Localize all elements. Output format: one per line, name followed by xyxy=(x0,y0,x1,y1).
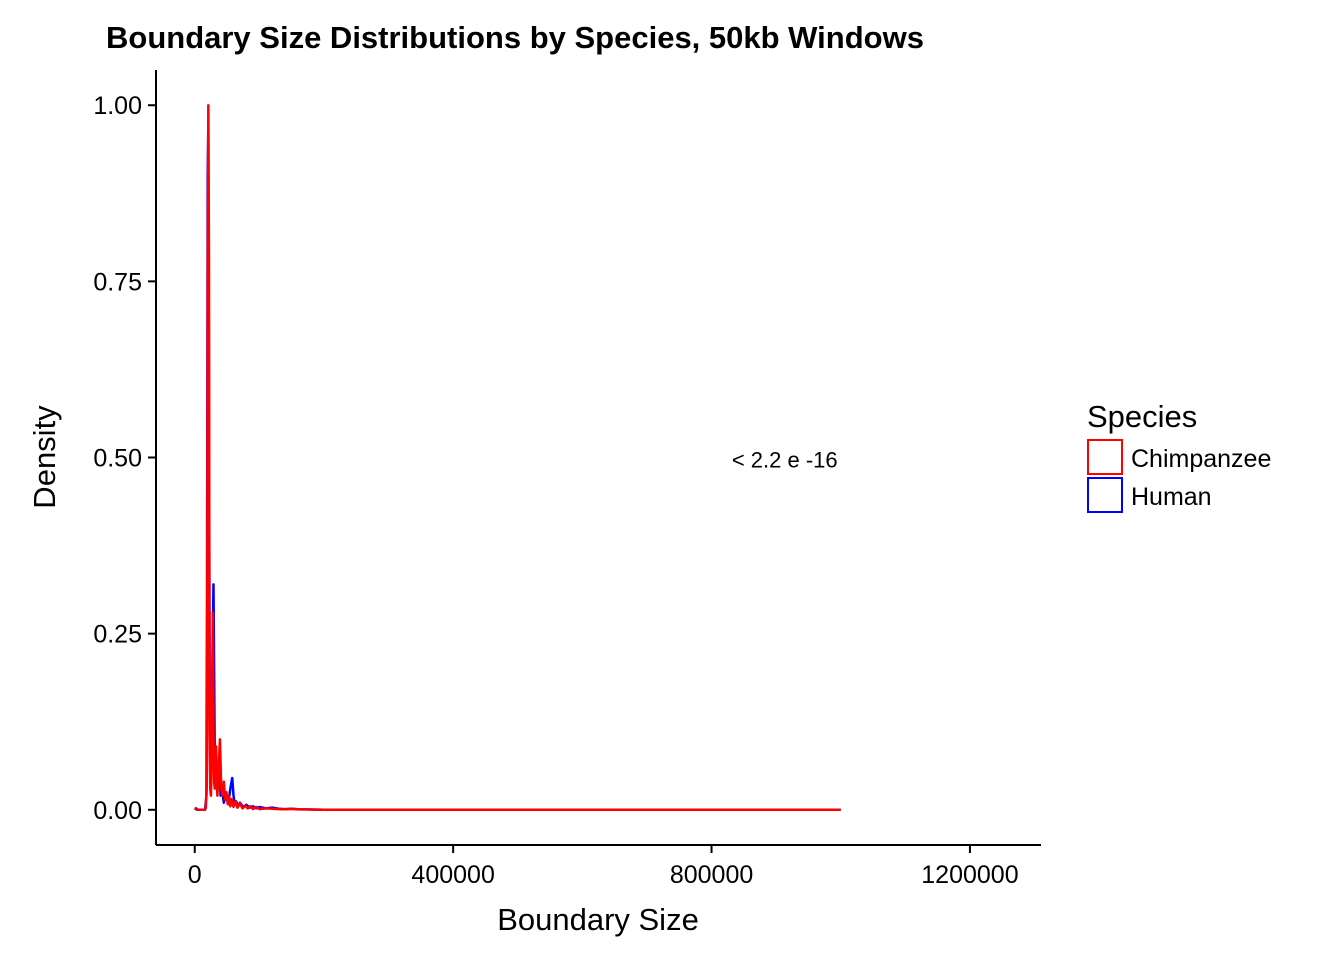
legend-label: Chimpanzee xyxy=(1131,445,1271,473)
legend: Species Chimpanzee Human xyxy=(1087,399,1271,513)
y-ticks: 0.00 0.25 0.50 0.75 1.00 xyxy=(93,92,156,825)
legend-title: Species xyxy=(1087,399,1197,434)
y-tick-label: 0.50 xyxy=(93,445,142,473)
x-ticks: 0 400000 800000 1200000 xyxy=(188,845,1019,889)
plot-area: 0.00 0.25 0.50 0.75 1.00 0 400000 800000 120000… xyxy=(93,70,1041,889)
y-tick-label: 0.00 xyxy=(93,797,142,825)
p-value-annotation: < 2.2 e -16 xyxy=(732,448,838,473)
legend-key-human xyxy=(1087,477,1123,513)
legend-items: Chimpanzee Human xyxy=(1087,439,1271,513)
y-tick-label: 1.00 xyxy=(93,92,142,120)
y-axis-title: Density xyxy=(27,405,62,509)
chart-title: Boundary Size Distributions by Species, … xyxy=(106,20,924,55)
legend-label: Human xyxy=(1131,483,1212,511)
x-axis-title: Boundary Size xyxy=(497,902,699,937)
x-tick-label: 800000 xyxy=(670,861,753,889)
series-layer xyxy=(194,103,841,812)
y-tick-label: 0.25 xyxy=(93,621,142,649)
legend-key-chimpanzee xyxy=(1087,439,1123,475)
series-line-chimpanzee xyxy=(194,103,841,812)
x-tick-label: 0 xyxy=(188,861,202,889)
x-tick-label: 400000 xyxy=(411,861,494,889)
x-tick-label: 1200000 xyxy=(921,861,1018,889)
y-tick-label: 0.75 xyxy=(93,268,142,296)
